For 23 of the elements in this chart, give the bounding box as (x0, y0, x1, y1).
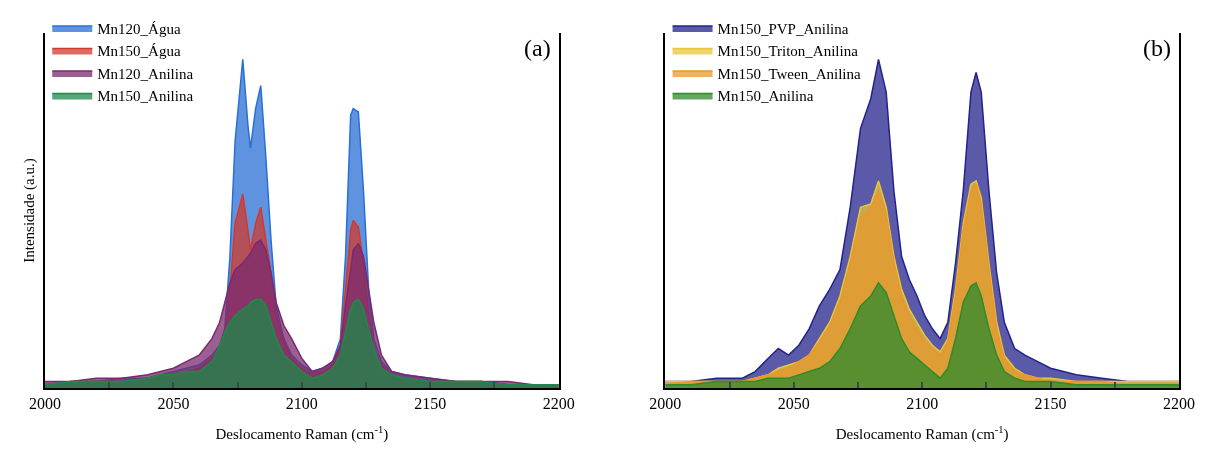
x-tick-label: 2050 (157, 394, 190, 412)
x-tick-label: 2150 (1034, 394, 1067, 412)
legend-label: Mn120_Água (97, 20, 181, 37)
x-tick-label: 2050 (777, 394, 810, 412)
legend-label: Mn150_Anilina (717, 88, 814, 105)
annotation: (b) (1143, 35, 1171, 61)
x-axis-title: Deslocamento Raman (cm$^{-1}$) (215, 424, 389, 444)
x-tick-label: 2000 (29, 394, 61, 412)
legend-label: Mn150_PVP_Anilina (717, 20, 849, 37)
legend-label: Mn150_Água (97, 43, 181, 60)
x-tick-label: 2200 (542, 394, 575, 412)
legend-label: Mn150_Anilina (97, 88, 194, 105)
annotation: (a) (524, 35, 551, 61)
x-tick-label: 2100 (285, 394, 318, 412)
legend-label: Mn150_Tween_Anilina (717, 65, 861, 82)
x-tick-label: 2200 (1163, 394, 1195, 412)
y-axis-title: Intensidade (a.u.) (21, 158, 38, 263)
legend-label: Mn150_Triton_Anilina (717, 43, 859, 60)
x-tick-label: 2000 (649, 394, 682, 412)
legend-label: Mn120_Anilina (97, 65, 194, 82)
x-tick-label: 2150 (414, 394, 447, 412)
x-axis-title: Deslocamento Raman (cm$^{-1}$) (835, 424, 1009, 444)
x-tick-label: 2100 (906, 394, 939, 412)
